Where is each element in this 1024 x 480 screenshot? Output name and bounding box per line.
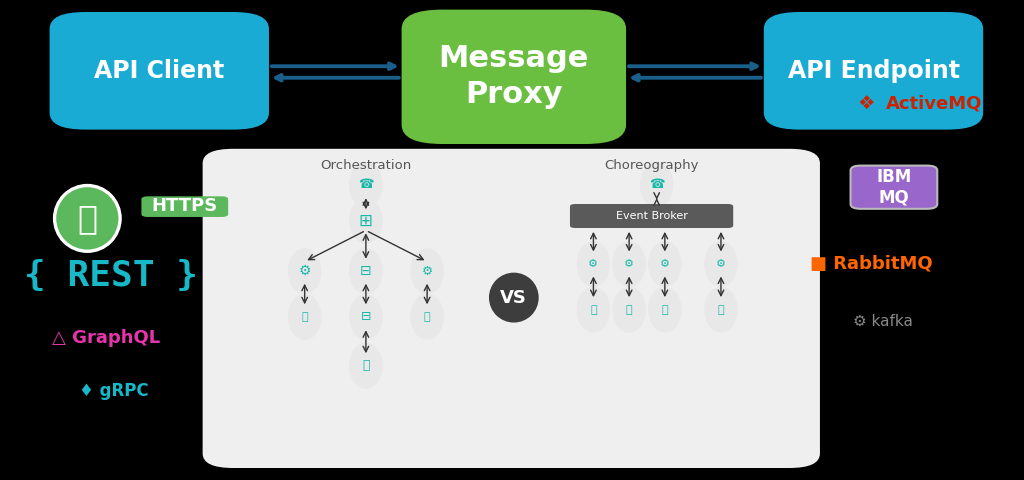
Text: Event Broker: Event Broker (615, 211, 687, 221)
Ellipse shape (288, 294, 322, 340)
Text: 🗄: 🗄 (626, 305, 633, 314)
FancyBboxPatch shape (851, 166, 937, 209)
Text: ⚙: ⚙ (422, 264, 433, 278)
Ellipse shape (349, 294, 383, 340)
Ellipse shape (648, 287, 682, 333)
Text: ⊟: ⊟ (360, 310, 371, 324)
Text: Message
Proxy: Message Proxy (438, 44, 589, 109)
Text: ⚙: ⚙ (589, 259, 598, 269)
Ellipse shape (612, 287, 646, 333)
Text: ☎: ☎ (358, 178, 374, 192)
Text: 🔒: 🔒 (78, 202, 97, 235)
Text: API Client: API Client (94, 59, 224, 83)
Text: ♦ gRPC: ♦ gRPC (79, 382, 148, 400)
Text: ⚙: ⚙ (659, 259, 670, 269)
Text: 🗄: 🗄 (662, 305, 668, 314)
Text: API Endpoint: API Endpoint (787, 59, 959, 83)
Ellipse shape (648, 241, 682, 287)
Text: ❖: ❖ (857, 94, 874, 113)
Text: ⊞: ⊞ (359, 212, 373, 230)
Text: ⚙: ⚙ (298, 264, 311, 278)
Ellipse shape (349, 162, 383, 208)
Ellipse shape (489, 273, 539, 323)
Ellipse shape (288, 248, 322, 294)
Ellipse shape (577, 241, 610, 287)
Ellipse shape (577, 287, 610, 333)
FancyBboxPatch shape (401, 10, 626, 144)
FancyBboxPatch shape (570, 204, 733, 228)
Text: Orchestration: Orchestration (321, 159, 412, 172)
Ellipse shape (411, 294, 444, 340)
Ellipse shape (56, 187, 119, 250)
FancyBboxPatch shape (203, 149, 820, 468)
Ellipse shape (411, 248, 444, 294)
Ellipse shape (349, 198, 383, 244)
Text: ⚙ kafka: ⚙ kafka (853, 314, 913, 329)
Text: 🗄: 🗄 (301, 312, 308, 322)
Ellipse shape (349, 248, 383, 294)
FancyBboxPatch shape (764, 12, 983, 130)
Text: ActiveMQ: ActiveMQ (886, 94, 983, 112)
Text: VS: VS (501, 288, 527, 307)
Text: Choreography: Choreography (604, 159, 698, 172)
Text: ☎: ☎ (649, 178, 665, 192)
Text: ⚙: ⚙ (625, 259, 634, 269)
FancyBboxPatch shape (141, 196, 228, 217)
FancyBboxPatch shape (49, 12, 269, 130)
Text: 🗄: 🗄 (362, 359, 370, 372)
Ellipse shape (612, 241, 646, 287)
Text: IBM
MQ: IBM MQ (877, 168, 911, 206)
Ellipse shape (349, 343, 383, 389)
Text: 🗄: 🗄 (718, 305, 724, 314)
Text: 🗄: 🗄 (590, 305, 597, 314)
Ellipse shape (640, 162, 674, 208)
Ellipse shape (53, 184, 122, 253)
Text: ⊟: ⊟ (360, 264, 372, 278)
Text: ■ RabbitMQ: ■ RabbitMQ (810, 254, 932, 272)
Text: ⚙: ⚙ (716, 259, 726, 269)
Text: HTTPS: HTTPS (152, 197, 218, 216)
Text: △ GraphQL: △ GraphQL (51, 329, 160, 348)
Text: 🗄: 🗄 (424, 312, 430, 322)
Ellipse shape (705, 287, 738, 333)
Text: { REST }: { REST } (24, 259, 198, 293)
Ellipse shape (705, 241, 738, 287)
